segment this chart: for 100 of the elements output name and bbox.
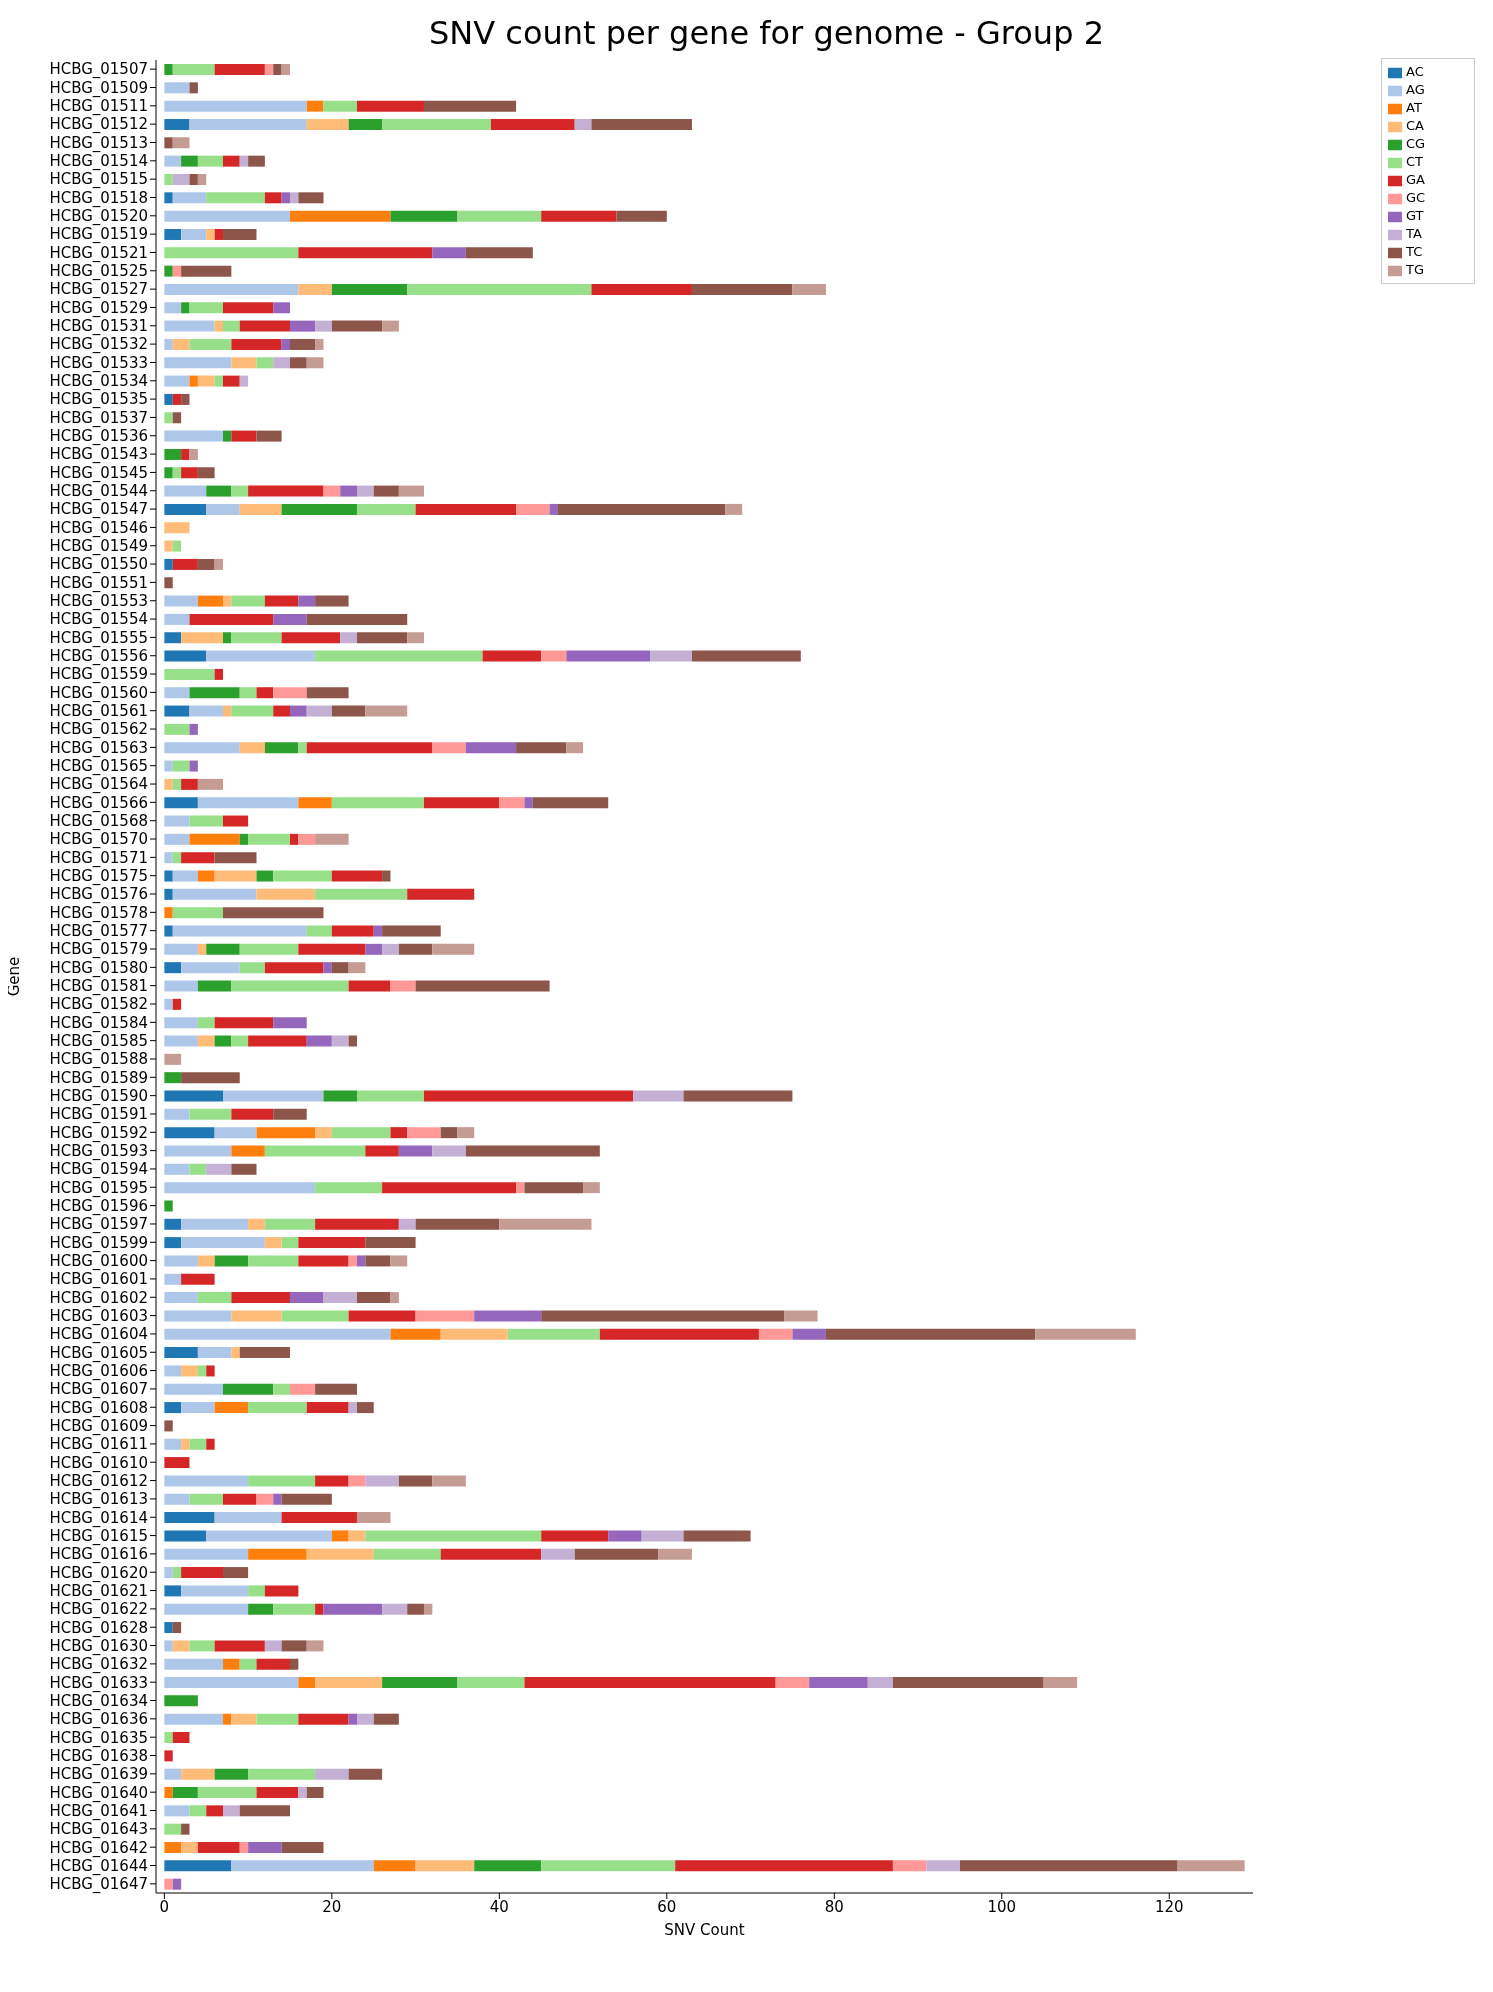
bar bbox=[197, 1842, 240, 1854]
bar bbox=[222, 632, 232, 644]
bar bbox=[222, 1713, 232, 1725]
bar bbox=[164, 1677, 299, 1689]
bar bbox=[407, 1127, 441, 1139]
bar bbox=[248, 1402, 307, 1414]
bar bbox=[189, 1493, 223, 1505]
y-tick-label: HCBG_01594 bbox=[49, 1160, 148, 1180]
bar bbox=[164, 723, 190, 735]
bar bbox=[164, 1108, 190, 1120]
bar bbox=[331, 870, 383, 882]
bar bbox=[189, 705, 223, 717]
bar bbox=[164, 393, 173, 405]
bar bbox=[365, 1530, 542, 1542]
bar bbox=[164, 1732, 173, 1744]
legend-label: AC bbox=[1406, 64, 1424, 79]
y-tick-label: HCBG_01616 bbox=[49, 1545, 148, 1565]
bar bbox=[315, 1182, 383, 1194]
bar bbox=[256, 357, 274, 369]
bar bbox=[164, 613, 190, 625]
bar bbox=[541, 1310, 785, 1322]
bar bbox=[289, 192, 299, 204]
bar bbox=[289, 210, 391, 222]
bar bbox=[289, 1658, 299, 1670]
bar bbox=[683, 1090, 793, 1102]
bar bbox=[164, 485, 207, 497]
bar bbox=[239, 320, 290, 332]
y-tick-label: HCBG_01525 bbox=[49, 262, 148, 282]
bar bbox=[231, 705, 274, 717]
bar bbox=[197, 375, 215, 387]
bar bbox=[164, 1200, 173, 1212]
bar bbox=[164, 1823, 182, 1835]
bar bbox=[407, 888, 475, 900]
bar bbox=[189, 1108, 232, 1120]
bar bbox=[164, 1878, 173, 1890]
x-tick-label: 20 bbox=[322, 1897, 342, 1916]
bar bbox=[541, 650, 567, 662]
bar bbox=[306, 687, 349, 699]
bar bbox=[566, 742, 584, 754]
bar bbox=[423, 797, 500, 809]
bar bbox=[541, 1530, 609, 1542]
bar bbox=[164, 1402, 182, 1414]
y-tick-label: HCBG_01589 bbox=[49, 1068, 148, 1088]
bar bbox=[348, 962, 366, 974]
bar bbox=[959, 1860, 1178, 1872]
bar bbox=[331, 1530, 349, 1542]
bar bbox=[323, 962, 332, 974]
bar bbox=[306, 1402, 349, 1414]
bar bbox=[172, 1878, 182, 1890]
bar bbox=[164, 1035, 198, 1047]
bar bbox=[365, 1475, 399, 1487]
bar bbox=[641, 1530, 684, 1542]
bar bbox=[415, 1310, 475, 1322]
bar bbox=[281, 503, 357, 515]
bar bbox=[206, 1530, 332, 1542]
bar bbox=[315, 1603, 324, 1615]
bar bbox=[289, 1383, 316, 1395]
bar bbox=[164, 522, 190, 534]
y-tick-label: HCBG_01597 bbox=[49, 1215, 148, 1235]
y-tick-label: HCBG_01535 bbox=[49, 390, 148, 410]
y-tick-label: HCBG_01642 bbox=[49, 1838, 148, 1858]
y-tick-label: HCBG_01628 bbox=[49, 1618, 148, 1638]
bar bbox=[164, 448, 182, 460]
bar bbox=[273, 1108, 307, 1120]
bar bbox=[172, 760, 190, 772]
y-tick-label: HCBG_01532 bbox=[49, 335, 148, 355]
bar bbox=[231, 1310, 282, 1322]
bar bbox=[273, 870, 332, 882]
y-tick-label: HCBG_01602 bbox=[49, 1288, 148, 1308]
y-tick-label: HCBG_01585 bbox=[49, 1031, 148, 1051]
bar bbox=[524, 1182, 584, 1194]
y-tick-label: HCBG_01570 bbox=[49, 830, 148, 850]
bar bbox=[164, 375, 190, 387]
y-tick-label: HCBG_01553 bbox=[49, 592, 148, 612]
bar bbox=[181, 1842, 198, 1854]
bar bbox=[516, 1182, 525, 1194]
bar bbox=[206, 485, 232, 497]
bar bbox=[306, 100, 324, 112]
bar bbox=[356, 485, 374, 497]
bar bbox=[541, 210, 617, 222]
y-tick-label: HCBG_01565 bbox=[49, 757, 148, 777]
y-tick-label: HCBG_01584 bbox=[49, 1013, 148, 1033]
bar bbox=[164, 1695, 198, 1707]
y-tick-label: HCBG_01581 bbox=[49, 976, 148, 996]
bar bbox=[432, 742, 466, 754]
bar bbox=[172, 998, 182, 1010]
bar bbox=[650, 650, 692, 662]
bar bbox=[239, 503, 282, 515]
y-tick-label: HCBG_01633 bbox=[49, 1673, 148, 1693]
bar bbox=[231, 980, 349, 992]
bar bbox=[264, 962, 324, 974]
bar bbox=[499, 797, 525, 809]
y-tick-label: HCBG_01641 bbox=[49, 1801, 148, 1821]
bar bbox=[181, 228, 207, 240]
bar bbox=[172, 393, 182, 405]
bar bbox=[298, 192, 324, 204]
bar bbox=[206, 1805, 223, 1817]
bar bbox=[298, 797, 332, 809]
bar bbox=[222, 1383, 274, 1395]
bar bbox=[407, 1603, 424, 1615]
